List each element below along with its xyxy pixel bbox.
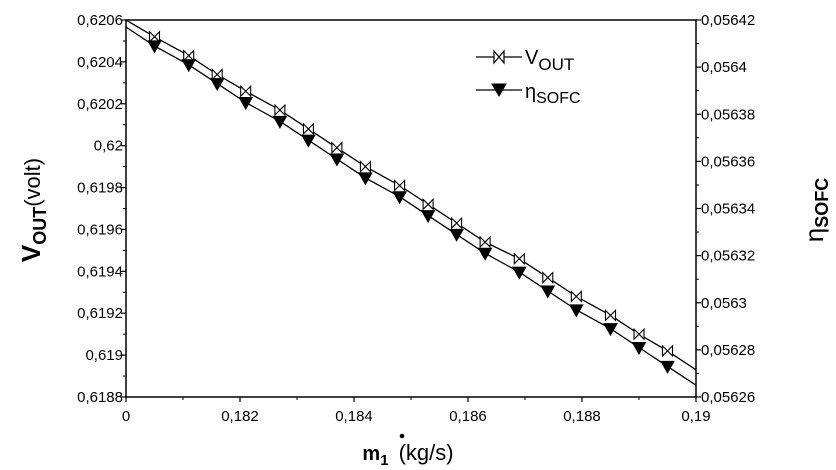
legend: VOUT ηSOFC [476, 47, 581, 107]
vout-point [211, 68, 223, 81]
vout-point [331, 141, 343, 155]
y-left-axis-title-sub: OUT [30, 207, 50, 245]
y-left-tick-label: 0,62 [94, 138, 123, 155]
eta-point [301, 134, 316, 148]
vout-point [604, 308, 617, 322]
vout-point [359, 160, 371, 173]
vout-point [542, 271, 554, 284]
x-axis-title: m1 (kg/s) [362, 440, 453, 469]
y-left-tick-label: 0,6196 [77, 221, 123, 238]
eta-point [358, 172, 373, 186]
y-left-tick-label: 0,6198 [77, 180, 123, 197]
eta-point [392, 191, 407, 205]
x-axis-title-unit: (kg/s) [399, 440, 454, 465]
y-left-tick-label: 0,6192 [77, 305, 123, 322]
x-axis-title-dot [399, 433, 405, 439]
x-tick-label: 0,186 [449, 408, 487, 425]
legend-item-eta: ηSOFC [476, 81, 581, 107]
series-layer [125, 19, 697, 386]
vout-point [240, 84, 252, 98]
vout-point [570, 290, 582, 303]
vout-point [274, 103, 286, 117]
y-right-tick-label: 0,05642 [701, 12, 755, 29]
vout-point [394, 179, 406, 192]
eta-point [272, 115, 288, 129]
y-right-tick-label: 0,05638 [701, 106, 755, 123]
plot-frame [125, 19, 697, 398]
eta-point [449, 228, 464, 242]
y-right-tick-label: 0,05632 [701, 248, 755, 265]
y-left-axis-title-main: V [16, 244, 46, 262]
legend-vout-main: V [525, 47, 539, 69]
x-tick-label: 0,184 [335, 408, 373, 425]
series-line-vout [125, 19, 697, 371]
legend-eta-label: ηSOFC [525, 81, 581, 107]
vout-point [661, 344, 674, 358]
vout-point [422, 197, 434, 211]
vout-point [451, 216, 463, 230]
y-left-tick-label: 0,6204 [77, 54, 123, 71]
legend-eta-sub: SOFC [536, 90, 580, 107]
eta-point [181, 59, 197, 73]
y-right-tick-label: 0,05628 [701, 342, 755, 359]
eta-point [631, 342, 647, 356]
eta-point [329, 153, 345, 167]
eta-point [209, 78, 225, 92]
eta-point [568, 304, 584, 318]
eta-point [147, 40, 162, 54]
y-left-tick-label: 0,6194 [77, 263, 123, 280]
vout-point [479, 235, 491, 249]
vout-point [513, 252, 525, 266]
vout-point [633, 327, 645, 341]
legend-vout-marker [493, 49, 505, 65]
x-axis-title-main: m [362, 443, 380, 465]
vout-point [183, 49, 195, 62]
x-axis-title-sub: 1 [380, 452, 388, 469]
legend-item-vout: VOUT [476, 47, 574, 74]
eta-point [477, 247, 493, 261]
x-tick-label: 0,182 [221, 408, 259, 425]
y-right-tick-label: 0,05636 [701, 153, 755, 170]
y-left-axis-title: VOUT(volt) [16, 158, 50, 262]
legend-vout-sub: OUT [538, 55, 574, 74]
eta-point [511, 266, 527, 280]
y-right-axis-title-sub: SOFC [812, 178, 832, 228]
x-tick-label: 0,188 [563, 408, 601, 425]
eta-point [603, 323, 618, 337]
ticks-layer: 0 0,182 0,184 0,186 0,188 0,19 0,6188 0,619 0,61… [77, 12, 755, 425]
eta-point [660, 360, 675, 374]
y-left-tick-label: 0,6206 [77, 12, 123, 29]
legend-eta-marker [491, 83, 507, 97]
eta-point [420, 210, 436, 224]
y-right-tick-label: 0,05626 [701, 389, 755, 406]
eta-point [540, 285, 556, 299]
y-right-tick-label: 0,05634 [701, 201, 755, 218]
y-right-tick-label: 0,0563 [701, 295, 747, 312]
legend-vout-label: VOUT [525, 47, 574, 74]
eta-point [238, 96, 254, 110]
y-right-axis-title-main: η [799, 228, 829, 242]
x-tick-label: 0,19 [681, 408, 710, 425]
y-left-axis-title-unit: (volt) [20, 158, 45, 207]
vout-point [148, 30, 161, 44]
y-right-tick-label: 0,0564 [701, 59, 747, 76]
x-tick-label: 0 [122, 408, 130, 425]
legend-eta-main: η [525, 81, 536, 103]
y-left-tick-label: 0,6202 [77, 96, 123, 113]
vout-point [302, 122, 314, 136]
y-right-axis-title: ηSOFC [799, 178, 832, 242]
y-left-tick-label: 0,6188 [77, 389, 123, 406]
y-left-tick-label: 0,619 [85, 347, 123, 364]
